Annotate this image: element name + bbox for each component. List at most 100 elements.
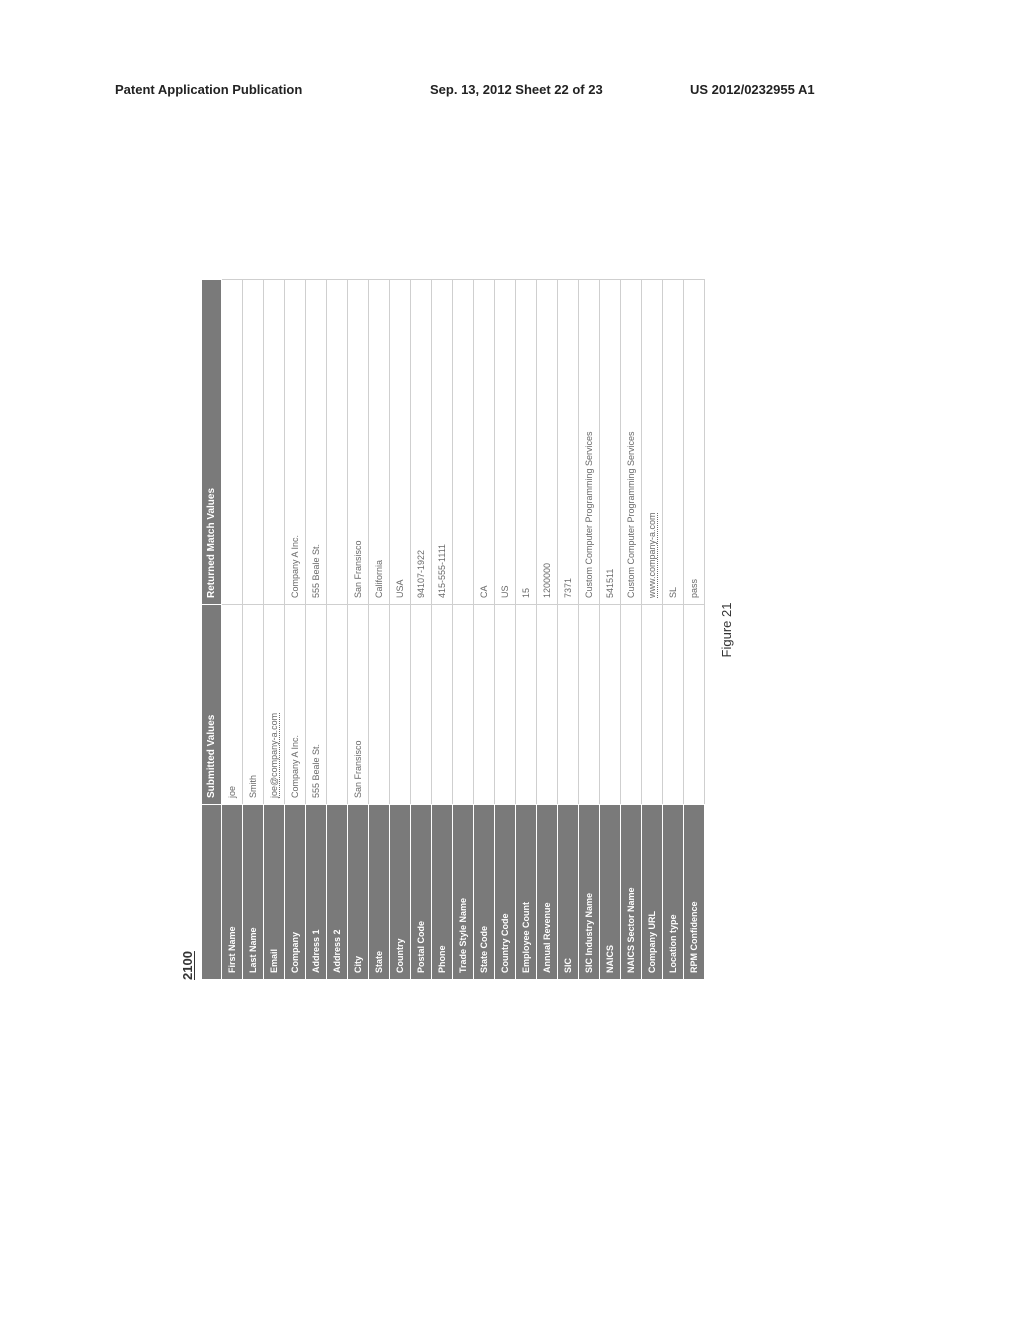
row-matched: 15 [516,280,537,605]
row-submitted: 555 Beale St. [306,605,327,805]
table-row: Country Code US [495,280,516,980]
table-row: RPM Confidence pass [684,280,705,980]
table-header-row: Submitted Values Returned Match Values [202,280,222,980]
figure-number: 2100 [180,280,195,980]
row-matched: USA [390,280,411,605]
row-submitted: Smith [243,605,264,805]
row-label: Address 1 [306,805,327,980]
row-label: Company URL [642,805,663,980]
row-label: Company [285,805,306,980]
row-matched: US [495,280,516,605]
row-matched: 415-555-1111 [432,280,453,605]
row-matched [453,280,474,605]
row-matched [264,280,285,605]
row-matched: 1200000 [537,280,558,605]
row-matched: pass [684,280,705,605]
row-label: SIC Industry Name [579,805,600,980]
table-row: Employee Count 15 [516,280,537,980]
row-submitted [600,605,621,805]
row-submitted [579,605,600,805]
table-row: CitySan FransiscoSan Fransisco [348,280,369,980]
row-matched [222,280,243,605]
row-matched: San Fransisco [348,280,369,605]
row-matched: 541511 [600,280,621,605]
row-label: State Code [474,805,495,980]
table-row: Country USA [390,280,411,980]
row-matched: CA [474,280,495,605]
row-label: Address 2 [327,805,348,980]
row-label: Employee Count [516,805,537,980]
row-submitted [327,605,348,805]
row-label: Annual Revenue [537,805,558,980]
row-submitted [411,605,432,805]
row-matched: 94107-1922 [411,280,432,605]
data-table: Submitted Values Returned Match Values F… [201,279,705,980]
row-submitted [390,605,411,805]
row-label: First Name [222,805,243,980]
row-submitted: joe@company-a.com [264,605,285,805]
table-row: Postal Code 94107-1922 [411,280,432,980]
table-row: First Namejoe [222,280,243,980]
row-submitted [558,605,579,805]
col-header-matched: Returned Match Values [202,280,222,605]
table-row: Address 2 [327,280,348,980]
row-submitted [474,605,495,805]
row-matched: 555 Beale St. [306,280,327,605]
row-matched: Custom Computer Programming Services [579,280,600,605]
row-submitted [621,605,642,805]
table-row: SIC Industry Name Custom Computer Program… [579,280,600,980]
table-row: NAICS Sector Name Custom Computer Program… [621,280,642,980]
row-matched: Custom Computer Programming Services [621,280,642,605]
row-matched: SL [663,280,684,605]
row-submitted [432,605,453,805]
table-row: CompanyCompany A Inc.Company A Inc. [285,280,306,980]
row-label: Phone [432,805,453,980]
col-header-submitted: Submitted Values [202,605,222,805]
row-submitted [684,605,705,805]
row-label: Last Name [243,805,264,980]
table-row: Address 1555 Beale St.555 Beale St. [306,280,327,980]
row-submitted [516,605,537,805]
row-label: NAICS Sector Name [621,805,642,980]
row-label: NAICS [600,805,621,980]
row-matched: Company A Inc. [285,280,306,605]
row-matched [327,280,348,605]
row-label: RPM Confidence [684,805,705,980]
table-row: Annual Revenue 1200000 [537,280,558,980]
table-row: State California [369,280,390,980]
row-label: State [369,805,390,980]
row-submitted [642,605,663,805]
row-matched: California [369,280,390,605]
figure-wrap: 2100 Submitted Values Returned Match Val… [180,0,734,280]
row-label: SIC [558,805,579,980]
row-matched [243,280,264,605]
row-label: Trade Style Name [453,805,474,980]
row-submitted [495,605,516,805]
table-row: Company URL www.company-a.com [642,280,663,980]
row-label: City [348,805,369,980]
table-row: Emailjoe@company-a.com [264,280,285,980]
row-submitted: San Fransisco [348,605,369,805]
table-row: SIC 7371 [558,280,579,980]
table-row: Trade Style Name [453,280,474,980]
row-matched: www.company-a.com [642,280,663,605]
row-submitted [537,605,558,805]
figure-caption: Figure 21 [719,280,734,980]
row-submitted: joe [222,605,243,805]
row-matched: 7371 [558,280,579,605]
col-header-blank [202,805,222,980]
row-submitted [369,605,390,805]
table-row: Location type SL [663,280,684,980]
table-row: NAICS 541511 [600,280,621,980]
row-submitted: Company A Inc. [285,605,306,805]
row-submitted [453,605,474,805]
table-row: State Code CA [474,280,495,980]
table-row: Phone 415-555-1111 [432,280,453,980]
row-label: Country Code [495,805,516,980]
row-label: Postal Code [411,805,432,980]
row-label: Location type [663,805,684,980]
table-row: Last NameSmith [243,280,264,980]
row-submitted [663,605,684,805]
row-label: Country [390,805,411,980]
row-label: Email [264,805,285,980]
